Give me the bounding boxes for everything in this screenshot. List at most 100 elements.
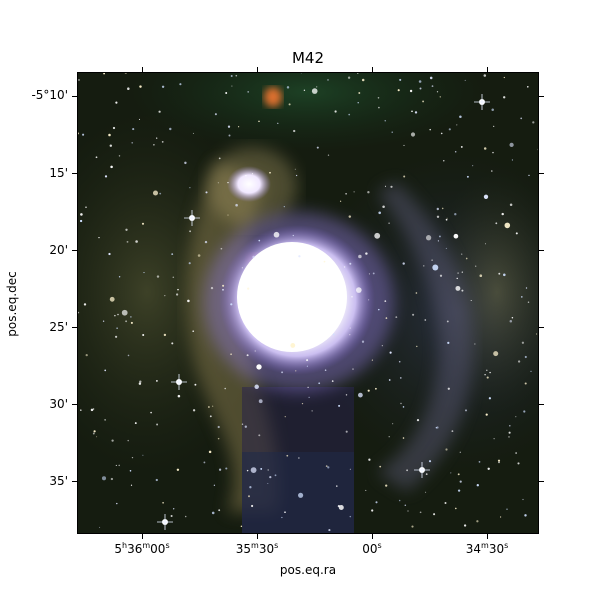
star xyxy=(487,467,490,470)
star xyxy=(139,85,142,88)
star xyxy=(429,128,431,131)
star xyxy=(416,345,418,348)
star xyxy=(110,165,113,169)
star xyxy=(252,255,255,259)
star xyxy=(503,273,506,277)
star xyxy=(353,191,355,193)
star xyxy=(118,155,121,157)
star xyxy=(172,276,175,279)
star xyxy=(349,334,351,336)
star xyxy=(273,231,280,238)
star xyxy=(493,125,495,127)
star xyxy=(355,287,362,293)
star xyxy=(177,394,181,398)
star xyxy=(213,484,216,486)
star xyxy=(501,212,504,216)
star xyxy=(246,469,249,472)
star xyxy=(188,262,191,265)
star xyxy=(274,474,277,477)
star xyxy=(509,203,513,206)
star xyxy=(399,78,402,81)
star xyxy=(96,436,98,438)
star xyxy=(445,218,448,221)
star xyxy=(497,459,501,462)
star xyxy=(231,85,233,87)
star xyxy=(367,389,370,392)
star xyxy=(205,191,208,194)
y-tick-label: 30' xyxy=(49,397,68,411)
star xyxy=(104,175,108,178)
star xyxy=(511,317,514,319)
star xyxy=(476,520,479,523)
star xyxy=(385,484,388,487)
star xyxy=(83,303,87,306)
star xyxy=(307,386,309,389)
star xyxy=(116,327,118,329)
star xyxy=(225,92,228,94)
star xyxy=(357,102,359,104)
star xyxy=(484,373,486,376)
star xyxy=(230,303,233,306)
star xyxy=(210,286,214,290)
star xyxy=(286,86,290,89)
star xyxy=(509,142,514,148)
star xyxy=(93,430,96,433)
star xyxy=(486,369,488,372)
star xyxy=(258,120,260,123)
star xyxy=(381,345,383,347)
star xyxy=(230,75,233,77)
star xyxy=(384,120,386,122)
star xyxy=(503,76,505,79)
star xyxy=(248,495,250,498)
star xyxy=(521,341,525,344)
star xyxy=(365,252,368,255)
star xyxy=(258,239,261,242)
star xyxy=(161,85,165,88)
star xyxy=(392,423,394,425)
star xyxy=(127,439,129,442)
star xyxy=(379,465,382,468)
star xyxy=(511,159,513,161)
star xyxy=(173,508,175,510)
star xyxy=(440,132,443,135)
star xyxy=(328,529,331,532)
star xyxy=(402,437,405,439)
star xyxy=(115,464,117,466)
star xyxy=(425,235,432,241)
star xyxy=(438,235,441,238)
star xyxy=(527,301,530,304)
star xyxy=(281,371,284,374)
star xyxy=(254,384,259,390)
star xyxy=(323,260,326,263)
star xyxy=(156,275,160,278)
star xyxy=(292,234,294,237)
star xyxy=(159,192,162,195)
star xyxy=(127,87,130,90)
star xyxy=(472,165,474,167)
star xyxy=(179,83,182,86)
star xyxy=(127,354,130,357)
star xyxy=(306,365,308,367)
star xyxy=(295,174,298,177)
star xyxy=(92,408,95,410)
star xyxy=(158,110,161,113)
star xyxy=(194,383,197,386)
star xyxy=(98,236,100,239)
y-tick-mark xyxy=(72,481,77,482)
star xyxy=(454,151,457,153)
star xyxy=(433,513,436,516)
star xyxy=(298,457,300,459)
star xyxy=(286,454,289,457)
star xyxy=(485,413,488,416)
star xyxy=(260,467,263,470)
star xyxy=(488,397,492,400)
star xyxy=(461,271,463,273)
star xyxy=(92,432,95,435)
star xyxy=(447,387,450,390)
star xyxy=(389,351,392,354)
star xyxy=(336,485,338,487)
star xyxy=(115,101,118,104)
star xyxy=(316,86,318,88)
star xyxy=(192,409,196,412)
star xyxy=(446,320,449,323)
